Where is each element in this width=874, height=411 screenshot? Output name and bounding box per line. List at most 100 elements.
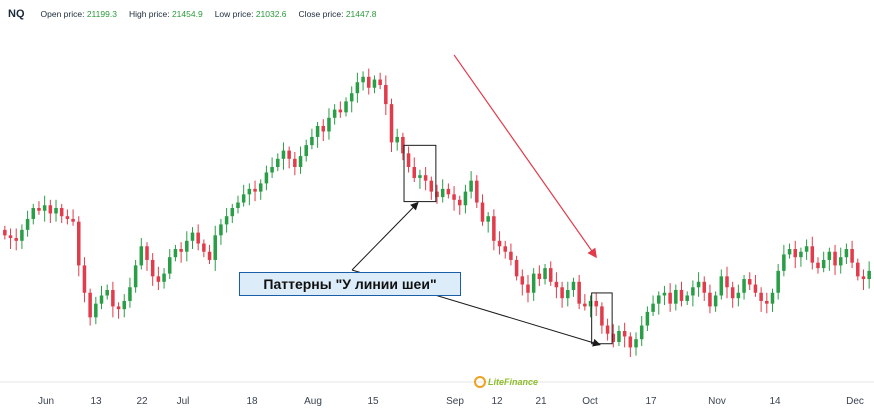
watermark: LiteFinance — [474, 374, 538, 390]
candle-up — [99, 295, 104, 304]
candle-up — [276, 158, 280, 167]
candle-down — [526, 284, 530, 293]
candle-up — [162, 273, 166, 282]
candle-down — [77, 221, 81, 266]
candle-up — [776, 270, 780, 293]
candle-down — [429, 180, 434, 192]
candle-down — [503, 246, 507, 252]
watermark-text: LiteFinance — [488, 377, 539, 387]
candle-up — [281, 150, 286, 159]
candle-down — [548, 268, 553, 282]
candle-down — [253, 188, 257, 192]
close-price-label: Close price: — [298, 9, 344, 19]
candle-up — [94, 303, 98, 318]
high-price-value: 21454.9 — [171, 9, 203, 19]
x-tick-label: Jul — [177, 396, 190, 407]
candle-down — [293, 158, 297, 167]
candle-up — [827, 251, 832, 260]
candle-up — [838, 257, 843, 266]
candle-down — [3, 229, 7, 236]
candle-down — [850, 249, 854, 263]
candle-up — [31, 208, 36, 219]
candle-down — [492, 216, 496, 241]
candle-up — [588, 300, 593, 307]
candle-up — [105, 290, 109, 296]
candle-down — [8, 235, 13, 239]
candle-down — [861, 276, 866, 280]
low-price-label: Low price: — [214, 9, 254, 19]
candle-up — [42, 205, 47, 211]
candle-down — [145, 246, 149, 260]
x-tick-label: 14 — [769, 396, 781, 407]
candle-down — [287, 150, 291, 159]
candle-down — [321, 126, 326, 132]
candle-down — [14, 238, 18, 241]
candle-down — [856, 262, 860, 277]
candle-down — [406, 153, 411, 167]
candle-down — [475, 180, 479, 203]
candle-down — [457, 199, 462, 206]
candle-up — [173, 249, 178, 258]
candle-down — [554, 281, 559, 288]
candle-up — [355, 82, 360, 94]
candle-up — [25, 218, 30, 230]
candle-down — [384, 85, 388, 105]
candle-down — [628, 336, 633, 348]
candle-up — [133, 265, 138, 288]
candle-up — [571, 281, 576, 290]
x-tick-label: 22 — [136, 396, 148, 407]
close-price-value: 21447.8 — [345, 9, 377, 19]
candle-down — [389, 104, 394, 143]
candle-up — [463, 191, 468, 206]
candle-up — [122, 300, 127, 310]
candle-up — [787, 249, 792, 255]
candle-up — [139, 246, 144, 266]
x-tick-label: 21 — [535, 396, 547, 407]
candle-down — [59, 208, 64, 217]
candle-down — [65, 216, 70, 219]
pattern-pointer-arrow-1 — [351, 201, 419, 271]
candle-down — [412, 167, 417, 178]
open-price-value: 21199.3 — [86, 9, 117, 19]
candle-up — [264, 172, 269, 184]
candle-up — [315, 126, 320, 137]
close-price: Close price: 21447.8 — [299, 9, 377, 19]
candle-up — [236, 202, 240, 208]
candle-up — [241, 194, 246, 203]
candle-down — [202, 243, 206, 252]
candle-up — [685, 295, 689, 301]
low-price: Low price: 21032.6 — [215, 9, 287, 19]
candle-down — [37, 208, 41, 211]
candle-up — [54, 208, 58, 214]
candle-down — [747, 279, 752, 285]
candle-down — [537, 273, 542, 280]
candle-down — [179, 249, 183, 252]
candle-down — [480, 202, 485, 222]
candle-up — [469, 180, 473, 192]
candle-down — [82, 265, 87, 293]
candle-up — [719, 276, 724, 296]
candle-down — [600, 306, 604, 326]
candle-down — [150, 259, 155, 277]
candle-up — [20, 229, 24, 241]
candle-down — [730, 287, 735, 299]
low-price-value: 21032.6 — [255, 9, 287, 19]
candle-up — [742, 279, 746, 293]
candle-up — [344, 101, 348, 113]
candle-up — [696, 281, 701, 288]
pattern-box-2 — [591, 292, 613, 345]
candle-up — [224, 216, 229, 225]
candle-up — [531, 273, 536, 293]
candle-up — [543, 268, 547, 280]
x-tick-label: Sep — [446, 396, 464, 407]
candle-up — [219, 224, 223, 236]
candle-up — [651, 303, 655, 312]
watermark-logo-icon — [474, 376, 486, 388]
candle-up — [691, 287, 695, 296]
price-header: NQ Open price: 21199.3 High price: 21454… — [8, 6, 389, 22]
candle-up — [736, 292, 741, 299]
candle-up — [662, 292, 667, 296]
candle-up — [674, 290, 678, 304]
candle-down — [611, 333, 616, 342]
